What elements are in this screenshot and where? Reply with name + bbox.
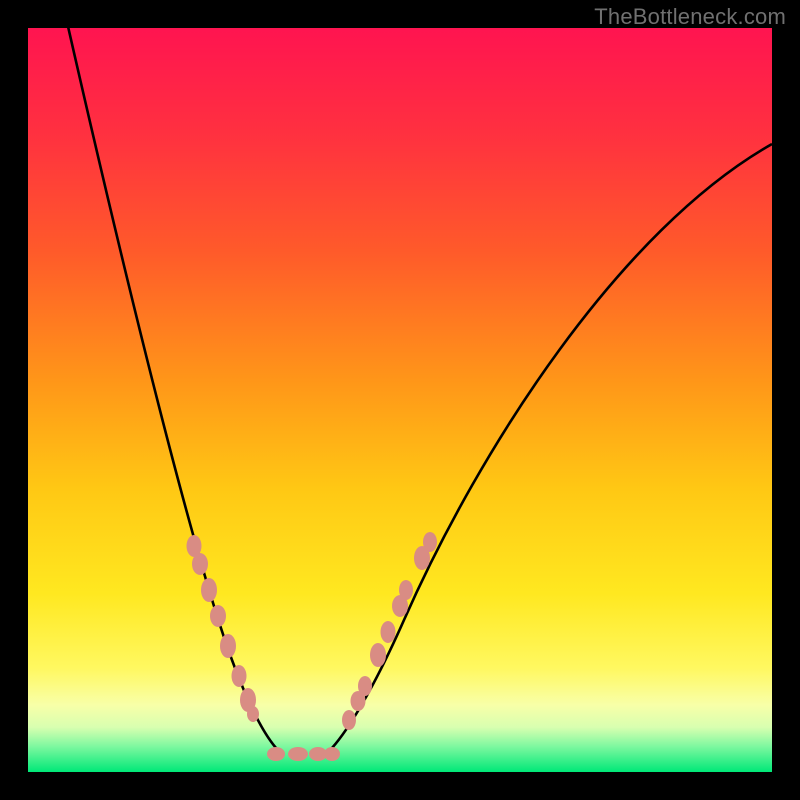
marker-point [201,578,217,602]
marker-point [267,747,285,761]
marker-point [220,634,236,658]
chart-stage: TheBottleneck.com [0,0,800,800]
marker-point [247,706,259,722]
marker-point [370,643,386,667]
watermark-text: TheBottleneck.com [594,4,786,30]
marker-point [232,665,247,687]
marker-point [342,710,356,730]
marker-point [324,747,340,761]
marker-point [192,553,208,575]
marker-point [358,676,372,696]
marker-point [381,621,396,643]
marker-point [210,605,226,627]
marker-point [423,532,437,552]
marker-point [288,747,308,761]
bottleneck-chart-svg [0,0,800,800]
plot-background-gradient [28,28,772,772]
marker-point [399,580,413,600]
